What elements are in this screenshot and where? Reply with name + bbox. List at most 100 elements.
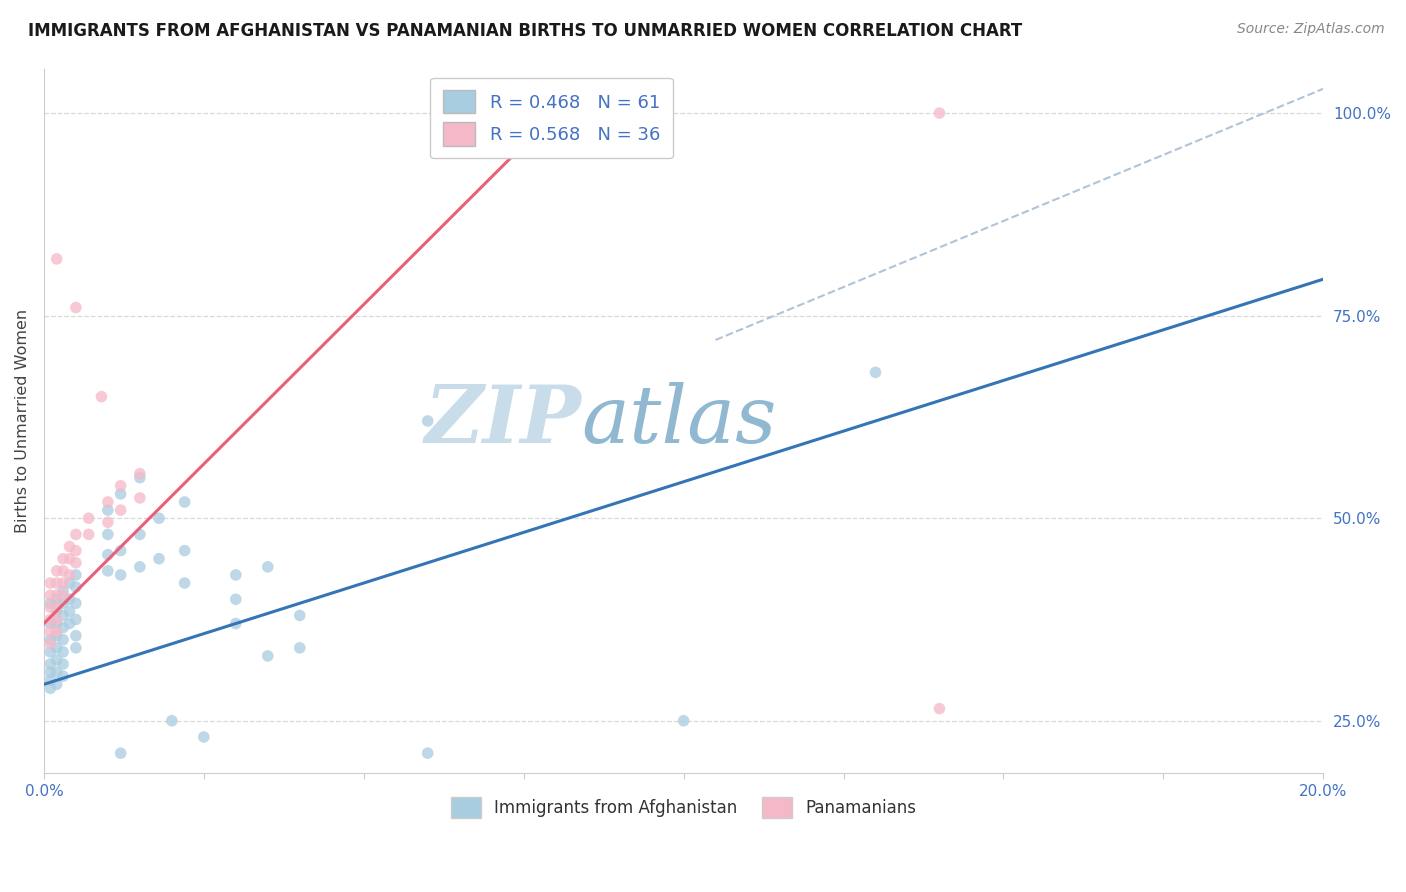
Point (39, 616, 62, 631)
Point (97, 564, 120, 578)
Point (193, 730, 215, 744)
Point (225, 616, 247, 631)
Point (52, 669, 75, 683)
Point (65, 543, 87, 558)
Text: atlas: atlas (581, 383, 776, 459)
Point (225, 568, 247, 582)
Point (45, 604, 67, 618)
Point (110, 746, 132, 760)
Point (110, 503, 132, 517)
Point (148, 511, 170, 525)
Point (416, 746, 439, 760)
Text: IMMIGRANTS FROM AFGHANISTAN VS PANAMANIAN BIRTHS TO UNMARRIED WOMEN CORRELATION : IMMIGRANTS FROM AFGHANISTAN VS PANAMANIA… (28, 22, 1022, 40)
Point (52, 645, 75, 659)
Point (65, 527, 87, 541)
Point (45, 653, 67, 667)
Point (256, 559, 278, 574)
Point (39, 637, 62, 651)
Point (65, 629, 87, 643)
Point (865, 365, 887, 379)
Point (110, 487, 132, 501)
Point (52, 564, 75, 578)
Point (39, 600, 62, 615)
Point (128, 527, 150, 541)
Point (110, 479, 132, 493)
Point (39, 576, 62, 591)
Point (225, 592, 247, 607)
Point (39, 612, 62, 626)
Point (45, 600, 67, 615)
Point (45, 640, 67, 655)
Point (148, 551, 170, 566)
Point (39, 588, 62, 602)
Point (39, 645, 62, 659)
Point (39, 596, 62, 610)
Point (97, 548, 120, 562)
Point (45, 665, 67, 680)
Point (173, 576, 195, 591)
Legend: Immigrants from Afghanistan, Panamanians: Immigrants from Afghanistan, Panamanians (444, 790, 924, 825)
Point (65, 301, 87, 315)
Point (90, 390, 112, 404)
Text: Source: ZipAtlas.com: Source: ZipAtlas.com (1237, 22, 1385, 37)
Point (45, 588, 67, 602)
Point (45, 576, 67, 591)
Point (58, 540, 80, 554)
Point (65, 580, 87, 594)
Point (39, 632, 62, 647)
Point (256, 648, 278, 663)
Point (110, 568, 132, 582)
Point (39, 673, 62, 688)
Point (77, 527, 100, 541)
Point (77, 511, 100, 525)
Point (58, 576, 80, 591)
Point (52, 621, 75, 635)
Point (52, 657, 75, 671)
Point (58, 592, 80, 607)
Point (128, 471, 150, 485)
Point (52, 576, 75, 591)
Point (128, 559, 150, 574)
Point (97, 503, 120, 517)
Point (928, 701, 950, 715)
Point (65, 612, 87, 626)
Point (128, 491, 150, 505)
Point (45, 592, 67, 607)
Point (928, 106, 950, 120)
Point (52, 596, 75, 610)
Point (288, 608, 311, 623)
Point (58, 616, 80, 631)
Point (39, 624, 62, 639)
Point (173, 543, 195, 558)
Point (45, 564, 67, 578)
Point (97, 515, 120, 529)
Point (128, 467, 150, 481)
Point (45, 616, 67, 631)
Text: ZIP: ZIP (425, 383, 581, 459)
Point (65, 640, 87, 655)
Point (672, 714, 695, 728)
Point (58, 551, 80, 566)
Point (45, 252, 67, 266)
Point (45, 629, 67, 643)
Point (97, 495, 120, 509)
Point (416, 414, 439, 428)
Point (52, 632, 75, 647)
Y-axis label: Births to Unmarried Women: Births to Unmarried Women (15, 309, 30, 533)
Point (65, 556, 87, 570)
Point (52, 584, 75, 599)
Point (173, 495, 195, 509)
Point (110, 543, 132, 558)
Point (52, 608, 75, 623)
Point (45, 677, 67, 691)
Point (97, 527, 120, 541)
Point (45, 624, 67, 639)
Point (65, 568, 87, 582)
Point (52, 551, 75, 566)
Point (39, 681, 62, 696)
Point (58, 604, 80, 618)
Point (65, 596, 87, 610)
Point (39, 657, 62, 671)
Point (58, 568, 80, 582)
Point (128, 863, 150, 878)
